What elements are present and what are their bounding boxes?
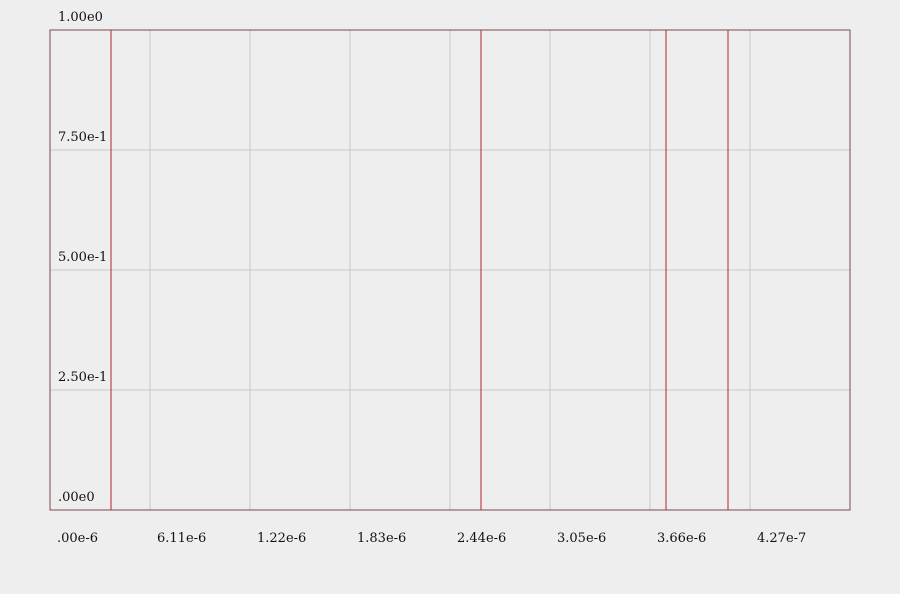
- y-tick-label: .00e0: [58, 490, 95, 505]
- grid: [50, 30, 850, 510]
- x-tick-label: .00e-6: [57, 531, 98, 546]
- x-tick-label: 4.27e-7: [757, 531, 806, 546]
- x-tick-label: 2.44e-6: [457, 531, 506, 546]
- y-axis-ticks: .00e0 2.50e-1 5.00e-1 7.50e-1 1.00e0: [58, 10, 107, 505]
- plot-frame: [49, 29, 851, 511]
- y-tick-label: 2.50e-1: [58, 370, 107, 385]
- x-tick-label: 1.83e-6: [357, 531, 406, 546]
- x-tick-label: 6.11e-6: [157, 531, 206, 546]
- y-tick-label: 5.00e-1: [58, 250, 107, 265]
- x-tick-label: 3.05e-6: [557, 531, 606, 546]
- y-tick-label: 1.00e0: [58, 10, 103, 25]
- y-tick-label: 7.50e-1: [58, 130, 107, 145]
- x-axis-ticks: .00e-6 6.11e-6 1.22e-6 1.83e-6 2.44e-6 3.05e-…: [57, 531, 806, 546]
- x-tick-label: 1.22e-6: [257, 531, 306, 546]
- x-tick-label: 3.66e-6: [657, 531, 706, 546]
